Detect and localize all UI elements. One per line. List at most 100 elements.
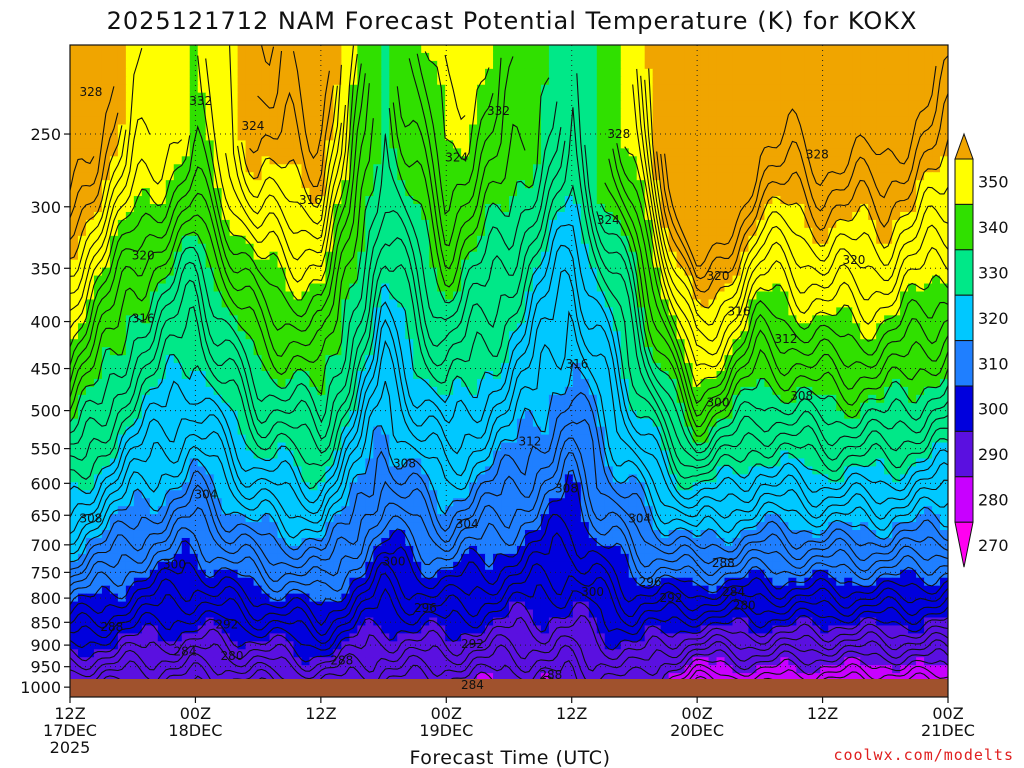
theta-cell	[413, 116, 422, 126]
theta-cell	[740, 100, 750, 110]
theta-cell	[540, 211, 550, 221]
theta-cell	[173, 315, 183, 324]
theta-cell	[652, 219, 662, 229]
theta-cell	[556, 355, 566, 364]
theta-cell	[349, 402, 358, 412]
theta-cell	[205, 196, 215, 205]
theta-cell	[325, 323, 334, 332]
theta-cell	[564, 52, 574, 62]
theta-cell	[636, 243, 646, 253]
theta-cell	[461, 204, 470, 213]
theta-cell	[373, 386, 382, 396]
theta-cell	[77, 60, 87, 70]
theta-cell	[453, 251, 462, 261]
theta-cell	[788, 45, 797, 54]
theta-cell	[844, 124, 853, 134]
theta-cell	[900, 227, 909, 237]
theta-cell	[540, 307, 550, 316]
theta-cell	[892, 164, 901, 173]
theta-cell	[173, 76, 183, 86]
theta-cell	[900, 251, 909, 261]
theta-cell	[365, 235, 374, 245]
theta-cell	[477, 267, 486, 277]
theta-cell	[309, 60, 319, 70]
theta-cell	[780, 339, 789, 348]
theta-cell	[293, 347, 303, 356]
theta-cell	[780, 299, 789, 308]
theta-cell	[101, 132, 111, 142]
theta-cell	[141, 267, 151, 277]
theta-cell	[860, 315, 869, 324]
theta-cell	[277, 196, 287, 205]
theta-cell	[724, 283, 734, 293]
theta-cell	[540, 251, 550, 261]
theta-cell	[245, 347, 255, 356]
theta-cell	[604, 76, 614, 86]
theta-cell	[93, 402, 103, 412]
theta-cell	[293, 355, 303, 364]
theta-cell	[556, 164, 566, 173]
theta-cell	[325, 45, 334, 54]
theta-cell	[652, 76, 662, 86]
theta-cell	[213, 291, 223, 301]
theta-cell	[101, 339, 111, 348]
theta-cell	[485, 394, 494, 404]
theta-cell	[133, 172, 143, 181]
theta-cell	[892, 347, 901, 356]
theta-cell	[189, 283, 199, 293]
theta-cell	[101, 283, 111, 293]
theta-cell	[732, 100, 742, 110]
theta-cell	[333, 339, 342, 348]
theta-cell	[572, 211, 582, 221]
theta-cell	[309, 116, 319, 126]
theta-cell	[429, 108, 438, 118]
theta-cell	[788, 371, 797, 380]
theta-cell	[229, 140, 239, 149]
theta-cell	[804, 76, 813, 86]
theta-cell	[405, 259, 414, 269]
theta-cell	[692, 84, 702, 94]
theta-cell	[261, 378, 271, 388]
theta-cell	[413, 243, 422, 253]
theta-cell	[301, 331, 311, 340]
theta-cell	[261, 52, 271, 62]
theta-cell	[397, 243, 406, 253]
theta-cell	[165, 259, 175, 269]
theta-cell	[884, 235, 893, 245]
theta-cell	[916, 259, 925, 269]
theta-cell	[868, 259, 877, 269]
theta-cell	[133, 307, 143, 316]
theta-cell	[253, 196, 263, 205]
theta-cell	[101, 180, 111, 189]
theta-cell	[237, 52, 247, 62]
theta-cell	[245, 52, 255, 62]
theta-cell	[820, 124, 829, 134]
theta-cell	[892, 339, 901, 348]
theta-cell	[421, 355, 430, 364]
theta-cell	[804, 378, 813, 388]
theta-cell	[93, 204, 103, 213]
theta-cell	[357, 299, 366, 308]
theta-cell	[285, 100, 295, 110]
theta-cell	[844, 45, 853, 54]
theta-cell	[181, 100, 191, 110]
theta-cell	[70, 307, 79, 316]
theta-cell	[916, 60, 925, 70]
theta-cell	[173, 164, 183, 173]
theta-cell	[580, 307, 590, 316]
theta-cell	[924, 307, 933, 316]
theta-cell	[860, 196, 869, 205]
theta-cell	[317, 172, 327, 181]
theta-cell	[285, 275, 295, 285]
theta-cell	[596, 188, 606, 197]
theta-cell	[900, 204, 909, 213]
theta-cell	[732, 172, 742, 181]
theta-cell	[77, 108, 87, 118]
theta-cell	[836, 275, 845, 285]
theta-cell	[716, 92, 726, 102]
theta-cell	[652, 267, 662, 277]
theta-cell	[836, 235, 845, 245]
theta-cell	[804, 188, 813, 197]
theta-cell	[844, 347, 853, 356]
theta-cell	[916, 219, 925, 229]
